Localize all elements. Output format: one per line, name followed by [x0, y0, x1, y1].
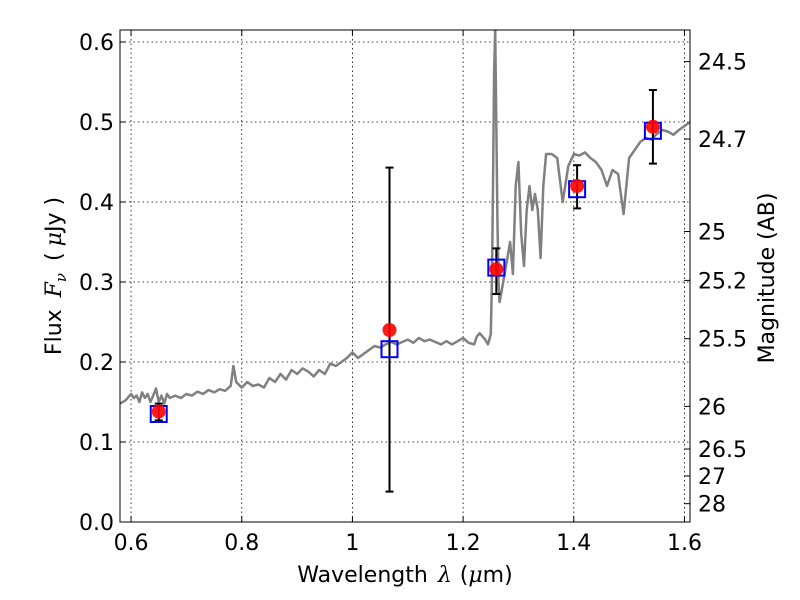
spectrum-line: [120, 30, 690, 405]
magnitude-tick-label: 24.7: [698, 128, 747, 153]
ticks: 0.6 0.8 1 1.2 1.4 1.6 0.0 0.1 0.2 0.3 0.4 0.5 0.6 24.…: [79, 30, 747, 556]
magnitude-tick-label: 27: [698, 465, 726, 490]
magnitude-tick-label: 28: [698, 493, 726, 518]
magnitude-tick-label: 25.2: [698, 269, 747, 294]
spectrum-layer: [120, 30, 690, 405]
magnitude-tick-label: 24.5: [698, 51, 747, 76]
magnitude-tick-label: 25: [698, 221, 726, 246]
observed-point: [645, 119, 660, 134]
magnitude-tick-label: 26: [698, 395, 726, 420]
grid: [120, 30, 690, 523]
y-tick-label: 0.3: [79, 271, 114, 296]
observed-point: [382, 323, 397, 337]
x-tick-label: 0.8: [224, 531, 259, 556]
observed-point: [489, 262, 504, 277]
y-tick-label: 0.6: [79, 31, 114, 56]
x-tick-label: 0.6: [114, 531, 149, 556]
observed-point: [151, 404, 166, 419]
x-tick-label: 1.4: [556, 531, 591, 556]
y-tick-label: 0.2: [79, 351, 114, 376]
x-axis-label: Wavelength λ (μm): [297, 563, 512, 588]
y-tick-label: 0.0: [79, 511, 114, 536]
y-tick-label: 0.4: [79, 191, 114, 216]
observed-points: [151, 119, 660, 419]
model-point: [380, 340, 399, 359]
observed-point: [570, 179, 585, 193]
magnitude-axis-label: Magnitude (AB): [755, 193, 780, 364]
x-tick-label: 1: [345, 531, 359, 556]
y-tick-label: 0.1: [79, 431, 114, 456]
x-tick-label: 1.6: [667, 531, 702, 556]
y-tick-label: 0.5: [79, 111, 114, 136]
x-tick-label: 1.2: [446, 531, 481, 556]
plot-frame: [119, 29, 691, 523]
y-axis-label: FluxFν(μJy ): [42, 197, 70, 355]
magnitude-tick-label: 26.5: [698, 438, 747, 463]
magnitude-tick-label: 25.5: [698, 328, 747, 353]
